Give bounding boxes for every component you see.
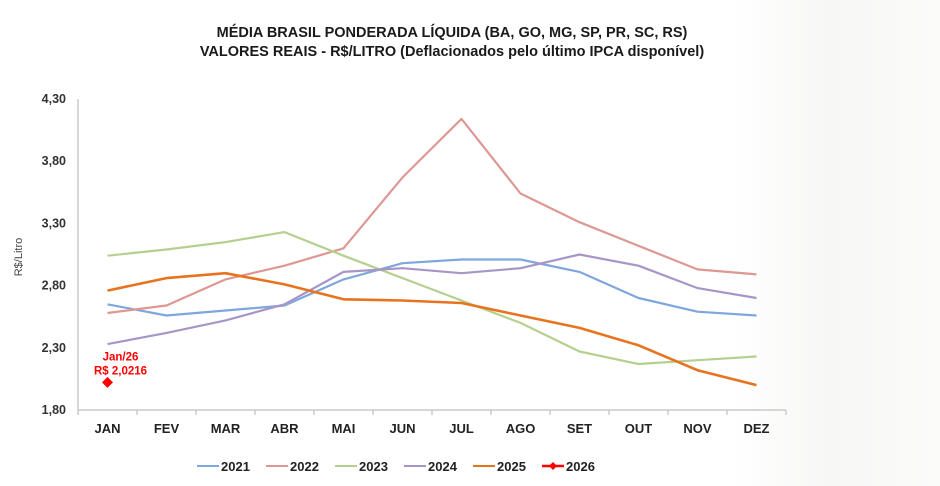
legend-item-2023: 2023 — [335, 459, 388, 474]
annotation-layer: Jan/26 R$ 2,0216 — [94, 351, 147, 377]
legend: 2021 2022 2023 2024 2025 2026 — [197, 459, 595, 474]
legend-item-2026: 2026 — [542, 459, 595, 474]
legend-label: 2022 — [290, 459, 319, 474]
legend-label: 2025 — [497, 459, 526, 474]
y-tick-label: 2,30 — [42, 341, 66, 355]
series-2025 — [107, 271, 757, 387]
annotation-label: Jan/26 — [103, 351, 139, 363]
x-tick-label: DEZ — [744, 421, 770, 436]
x-tick-label: SET — [567, 421, 592, 436]
series-2021 — [107, 258, 757, 317]
x-tick-label: JUN — [389, 421, 415, 436]
x-tick-label: MAR — [211, 421, 241, 436]
legend-item-2024: 2024 — [404, 459, 458, 474]
chart-subtitle: VALORES REAIS - R$/LITRO (Deflacionados … — [200, 44, 704, 60]
x-axis-labels: JAN FEV MAR ABR MAI JUN JUL AGO SET OUT NOV DEZ — [94, 421, 769, 436]
y-tick-label: 2,80 — [42, 279, 66, 293]
y-tick-label: 1,80 — [42, 403, 66, 417]
annotation-label: R$ 2,0216 — [94, 365, 147, 377]
series-layer — [102, 117, 757, 388]
y-axis-ticks: 4,30 3,80 3,30 2,80 2,30 1,80 — [42, 92, 66, 417]
x-tick-label: NOV — [683, 421, 712, 436]
legend-item-2025: 2025 — [473, 459, 526, 474]
legend-label: 2021 — [221, 459, 250, 474]
x-tick-label: ABR — [270, 421, 299, 436]
x-tick-label: MAI — [332, 421, 356, 436]
series-2026 — [102, 376, 113, 388]
x-tick-label: JAN — [94, 421, 120, 436]
x-tick-label: FEV — [154, 421, 180, 436]
series-line-2024 — [107, 253, 757, 346]
legend-label: 2023 — [359, 459, 388, 474]
legend-label: 2026 — [566, 459, 595, 474]
x-axis-ticks — [77, 410, 787, 415]
x-tick-label: AGO — [506, 421, 536, 436]
x-tick-label: JUL — [449, 421, 474, 436]
series-2022 — [107, 117, 757, 315]
y-axis-label: R$/Litro — [13, 238, 25, 277]
legend-diamond-icon — [549, 462, 557, 470]
legend-label: 2024 — [428, 459, 458, 474]
data-point-diamond — [102, 376, 113, 388]
y-tick-label: 3,80 — [42, 154, 66, 168]
legend-item-2022: 2022 — [266, 459, 319, 474]
series-line-2021 — [107, 258, 757, 317]
y-tick-label: 3,30 — [42, 216, 66, 230]
series-line-2023 — [107, 231, 757, 366]
series-line-2022 — [107, 117, 757, 315]
legend-item-2021: 2021 — [197, 459, 250, 474]
y-tick-label: 4,30 — [42, 92, 66, 106]
series-2024 — [107, 253, 757, 346]
series-2023 — [107, 231, 757, 366]
series-line-2025 — [107, 271, 757, 387]
x-tick-label: OUT — [625, 421, 653, 436]
chart-title: MÉDIA BRASIL PONDERADA LÍQUIDA (BA, GO, … — [217, 24, 688, 41]
